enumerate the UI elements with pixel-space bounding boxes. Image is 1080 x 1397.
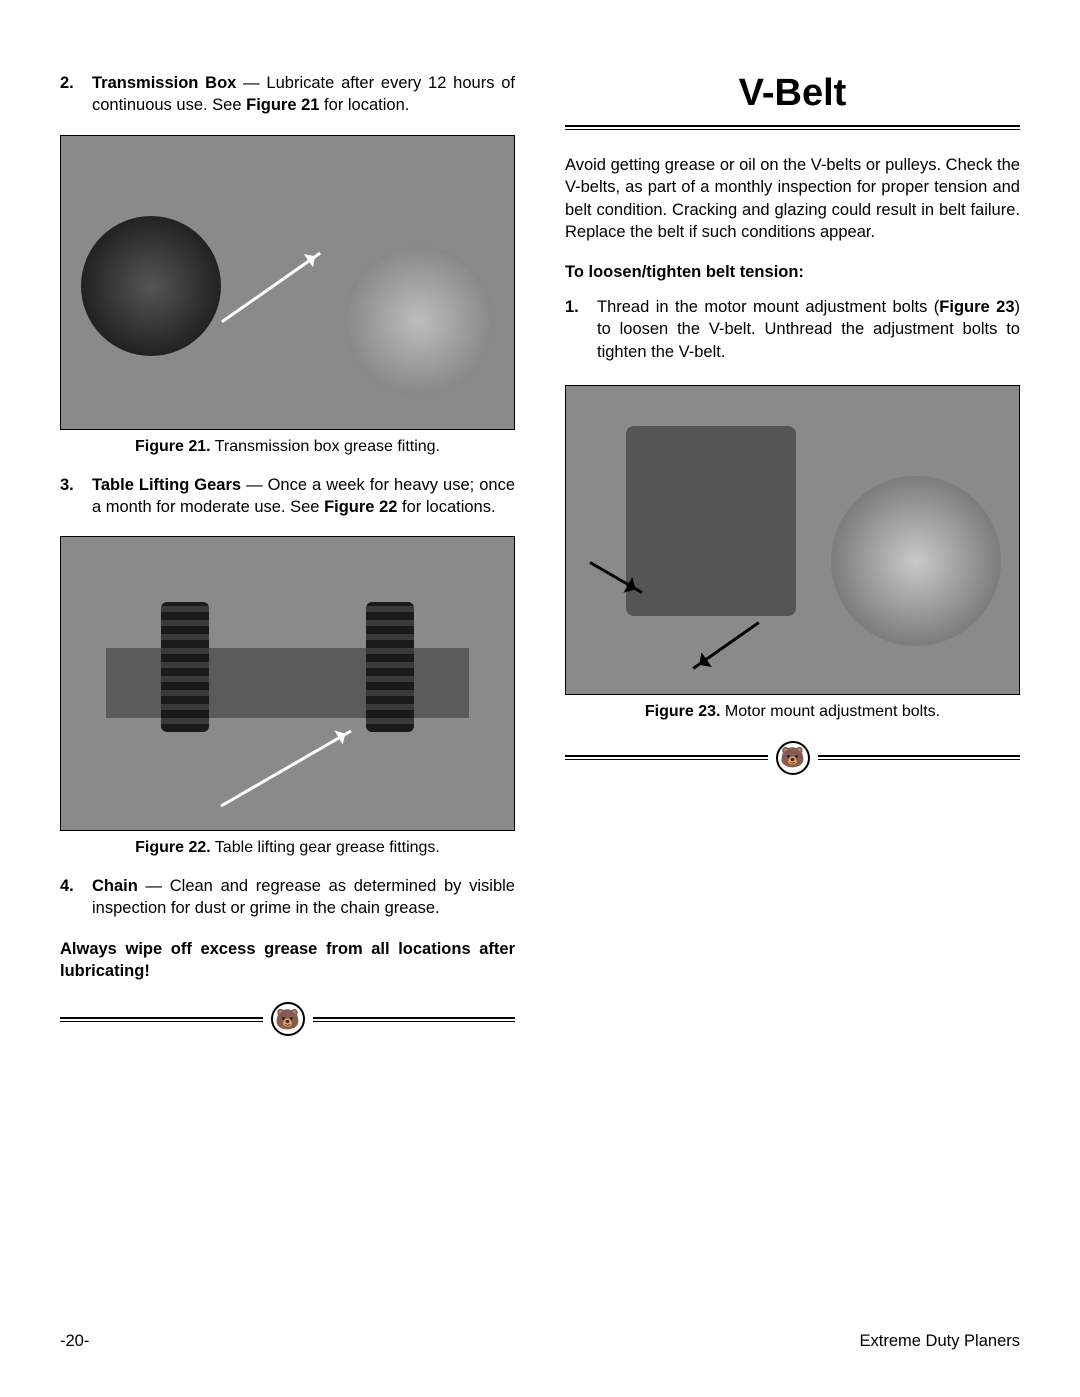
figure-21-caption: Figure 21. Transmission box grease fitti… [60,438,515,456]
bear-logo-icon: 🐻 [271,1002,305,1036]
callout-arrow [221,251,321,322]
figure-ref: Figure 21 [246,96,319,114]
item-body: Chain — Clean and regrease as determined… [92,875,515,920]
procedure-heading: To loosen/tighten belt tension: [565,263,1020,282]
step-number: 1. [565,296,597,363]
title-rule [565,125,1020,130]
item-lead: Transmission Box [92,74,236,92]
deco [626,426,796,616]
left-column: 2. Transmission Box — Lubricate after ev… [60,72,515,1056]
callout-arrow [220,730,351,808]
figure-ref: Figure 23 [939,298,1014,316]
step-body: Thread in the motor mount adjustment bol… [597,296,1020,363]
list-item-2: 2. Transmission Box — Lubricate after ev… [60,72,515,117]
item-lead: Chain [92,877,138,895]
divider-line [565,755,768,760]
step-1: 1. Thread in the motor mount adjustment … [565,296,1020,363]
divider-line [818,755,1021,760]
list-item-3: 3. Table Lifting Gears — Once a week for… [60,474,515,519]
figure-23-image [565,385,1020,695]
figure-23-caption: Figure 23. Motor mount adjustment bolts. [565,703,1020,721]
figure-23: Figure 23. Motor mount adjustment bolts. [565,385,1020,721]
figure-22-image [60,536,515,831]
figure-21: Figure 21. Transmission box grease fitti… [60,135,515,456]
right-column: V-Belt Avoid getting grease or oil on th… [565,72,1020,1056]
item-number: 4. [60,875,92,920]
figure-22-caption: Figure 22. Table lifting gear grease fit… [60,839,515,857]
divider-line [313,1017,516,1022]
deco [161,602,209,732]
figure-22: Figure 22. Table lifting gear grease fit… [60,536,515,857]
item-body: Transmission Box — Lubricate after every… [92,72,515,117]
doc-title: Extreme Duty Planers [860,1332,1020,1351]
section-divider: 🐻 [565,741,1020,775]
deco [366,602,414,732]
item-number: 3. [60,474,92,519]
figure-21-image [60,135,515,430]
figure-ref: Figure 22 [324,498,397,516]
divider-line [60,1017,263,1022]
intro-paragraph: Avoid getting grease or oil on the V-bel… [565,154,1020,243]
page-number: -20- [60,1332,89,1351]
item-number: 2. [60,72,92,117]
item-lead: Table Lifting Gears [92,476,241,494]
section-divider: 🐻 [60,1002,515,1036]
page-footer: -20- Extreme Duty Planers [60,1332,1020,1351]
list-item-4: 4. Chain — Clean and regrease as determi… [60,875,515,920]
grease-note: Always wipe off excess grease from all l… [60,938,515,983]
section-title: V-Belt [565,72,1020,115]
item-body: Table Lifting Gears — Once a week for he… [92,474,515,519]
callout-arrow [692,621,759,669]
bear-logo-icon: 🐻 [776,741,810,775]
